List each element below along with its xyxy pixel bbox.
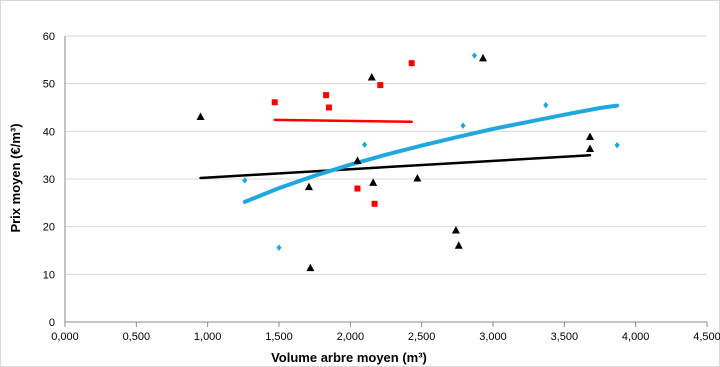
diamond-point xyxy=(362,141,368,148)
trend-line-series-2 xyxy=(242,103,620,204)
square-point xyxy=(323,92,330,99)
square-point xyxy=(271,99,278,106)
triangle-point xyxy=(367,72,376,81)
trend-line-series-1 xyxy=(273,118,413,124)
triangle-point xyxy=(479,53,488,62)
square-point xyxy=(371,200,378,207)
x-tick-label: 3,500 xyxy=(551,331,579,343)
y-tick-label: 50 xyxy=(43,79,55,91)
x-tick-label: 4,500 xyxy=(693,331,720,343)
gridlines xyxy=(65,35,707,275)
axes xyxy=(64,36,708,327)
triangle-point xyxy=(353,156,362,164)
diamond-point xyxy=(543,101,549,109)
y-tick-label: 60 xyxy=(43,31,55,43)
x-tick-label: 4,000 xyxy=(622,331,650,343)
y-tick-label: 0 xyxy=(49,317,55,329)
triangle-point xyxy=(586,132,595,141)
triangle-point xyxy=(413,174,422,182)
x-tick-label: 0,500 xyxy=(123,331,151,343)
y-axis-title: Prix moyen (€/m³) xyxy=(8,123,23,232)
x-tick-label: 2,000 xyxy=(337,331,365,343)
triangle-point xyxy=(304,182,313,191)
diamond-point xyxy=(614,141,620,149)
triangle-point xyxy=(369,178,378,186)
trend-line-series-0 xyxy=(199,153,592,180)
diamond-point xyxy=(242,177,248,184)
y-tick-label: 40 xyxy=(43,126,55,138)
x-tick-label: 3,000 xyxy=(479,331,507,343)
square-point xyxy=(377,82,384,89)
x-tick-label: 1,000 xyxy=(194,331,222,343)
data-points xyxy=(196,52,620,272)
x-axis-title: Volume arbre moyen (m³) xyxy=(271,350,427,365)
square-point xyxy=(325,104,332,111)
triangle-point xyxy=(586,144,595,152)
square-point xyxy=(408,60,415,67)
triangle-point xyxy=(451,225,460,234)
y-tick-label: 20 xyxy=(43,222,55,234)
y-axis-tick-labels: 0 10 20 30 40 50 60 xyxy=(43,31,55,329)
y-tick-label: 10 xyxy=(43,269,55,281)
diamond-point xyxy=(460,122,466,129)
x-tick-label: 0,000 xyxy=(51,331,79,343)
square-point xyxy=(354,185,361,192)
x-tick-label: 2,500 xyxy=(408,331,436,343)
triangle-point xyxy=(196,112,205,121)
triangle-point xyxy=(454,241,463,249)
triangle-point xyxy=(306,263,315,272)
x-axis-tick-labels: 0,000 0,500 1,000 1,500 2,000 2,500 3,000 3,500… xyxy=(51,331,720,343)
trend-lines xyxy=(199,103,620,204)
diamond-point xyxy=(471,52,478,59)
diamond-point xyxy=(276,244,282,251)
x-tick-label: 1,500 xyxy=(265,331,293,343)
y-tick-label: 30 xyxy=(43,174,55,186)
